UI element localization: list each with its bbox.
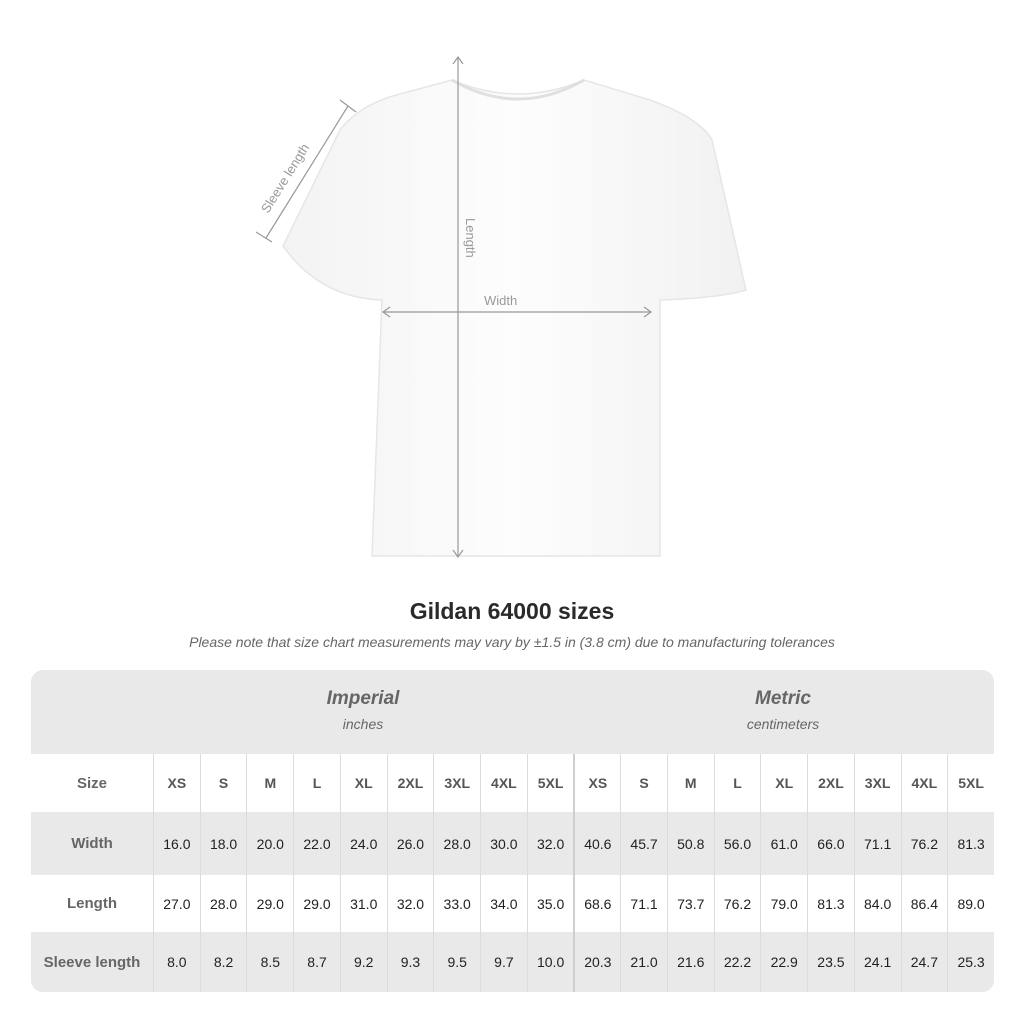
size-table: Imperial inches Metric centimeters Size X… <box>31 670 994 992</box>
imperial-size-m: M <box>246 754 293 812</box>
imperial-value-cell: 8.2 <box>199 932 247 992</box>
imperial-value-cell: 18.0 <box>199 812 247 875</box>
row-label: Size <box>76 774 107 792</box>
metric-value-cell: 21.0 <box>620 932 667 992</box>
metric-size-m: M <box>666 754 714 812</box>
row-label: Width <box>71 835 113 852</box>
table-row: Sleeve length 8.0 8.2 8.5 8.7 9.2 9.3 9.5 9.7 10.… <box>31 932 994 992</box>
imperial-value-cell: 30.0 <box>480 812 527 875</box>
metric-value-cell: 24.1 <box>853 932 901 992</box>
metric-size-xl: XL <box>760 754 807 812</box>
metric-value-cell: 50.8 <box>666 812 714 875</box>
imperial-value-cell: 24.0 <box>339 812 387 875</box>
imperial-value-cell: 29.0 <box>246 875 293 932</box>
row-label: Sleeve length <box>43 953 141 971</box>
imperial-value-cell: 22.0 <box>293 812 340 875</box>
metric-value-cell: 21.6 <box>666 932 714 992</box>
metric-value-cell: 61.0 <box>760 812 807 875</box>
metric-value-cell: 56.0 <box>713 812 761 875</box>
imperial-value-cell: 28.0 <box>199 875 247 932</box>
tshirt-shape <box>282 79 747 557</box>
chart-title: Gildan 64000 sizes <box>409 598 615 624</box>
length-label: Length <box>463 218 478 258</box>
metric-value-cell: 86.4 <box>900 875 948 932</box>
imperial-size-3xl: 3XL <box>433 754 480 812</box>
metric-unit: centimeters <box>746 716 820 732</box>
imperial-size-2xl: 2XL <box>386 754 434 812</box>
imperial-value-cell: 35.0 <box>526 875 574 932</box>
metric-value-cell: 23.5 <box>807 932 854 992</box>
imperial-size-5xl: 5XL <box>526 754 574 812</box>
imperial-value-cell: 33.0 <box>433 875 480 932</box>
imperial-value-cell: 9.3 <box>386 932 434 992</box>
imperial-value-cell: 32.0 <box>386 875 434 932</box>
size-header-row: Size XS S M L XL 2XL 3XL 4XL 5XL XS S M L XL 2XL 3XL 4XL 5… <box>31 754 994 812</box>
imperial-value-cell: 8.5 <box>246 932 293 992</box>
metric-value-cell: 76.2 <box>900 812 948 875</box>
imperial-value-cell: 20.0 <box>246 812 293 875</box>
row-label: Length <box>67 895 117 912</box>
metric-value-cell: 81.3 <box>947 812 994 875</box>
metric-size-4xl: 4XL <box>900 754 948 812</box>
imperial-value-cell: 34.0 <box>480 875 527 932</box>
imperial-value-cell: 9.2 <box>339 932 387 992</box>
metric-value-cell: 89.0 <box>947 875 994 932</box>
imperial-size-l: L <box>293 754 340 812</box>
imperial-unit: inches <box>342 716 384 732</box>
metric-value-cell: 81.3 <box>807 875 854 932</box>
metric-size-s: S <box>620 754 667 812</box>
imperial-value-cell: 31.0 <box>339 875 387 932</box>
table-row: Width 16.0 18.0 20.0 22.0 24.0 26.0 28.0 30.0 32.… <box>31 812 994 875</box>
imperial-value-cell: 8.0 <box>153 932 200 992</box>
metric-value-cell: 79.0 <box>760 875 807 932</box>
imperial-value-cell: 27.0 <box>153 875 200 932</box>
metric-size-2xl: 2XL <box>807 754 854 812</box>
imperial-header: Imperial inches <box>153 670 573 754</box>
imperial-size-xs: XS <box>153 754 200 812</box>
width-label: Width <box>484 293 517 308</box>
metric-value-cell: 73.7 <box>666 875 714 932</box>
metric-value-cell: 68.6 <box>573 875 620 932</box>
metric-header: Metric centimeters <box>573 670 993 754</box>
imperial-value-cell: 8.7 <box>293 932 340 992</box>
imperial-size-4xl: 4XL <box>480 754 527 812</box>
metric-value-cell: 71.1 <box>853 812 901 875</box>
metric-value-cell: 71.1 <box>620 875 667 932</box>
metric-size-3xl: 3XL <box>853 754 901 812</box>
imperial-value-cell: 16.0 <box>153 812 200 875</box>
imperial-value-cell: 9.5 <box>433 932 480 992</box>
metric-value-cell: 22.9 <box>760 932 807 992</box>
imperial-value-cell: 32.0 <box>526 812 574 875</box>
imperial-title: Imperial <box>326 688 400 709</box>
metric-size-l: L <box>713 754 761 812</box>
imperial-value-cell: 26.0 <box>386 812 434 875</box>
metric-value-cell: 24.7 <box>900 932 948 992</box>
metric-title: Metric <box>755 688 811 709</box>
imperial-value-cell: 29.0 <box>293 875 340 932</box>
imperial-size-s: S <box>199 754 247 812</box>
metric-size-xs: XS <box>573 754 620 812</box>
metric-value-cell: 76.2 <box>713 875 761 932</box>
metric-value-cell: 66.0 <box>807 812 854 875</box>
imperial-value-cell: 10.0 <box>526 932 574 992</box>
measure-lines <box>255 55 653 559</box>
metric-value-cell: 22.2 <box>713 932 761 992</box>
tshirt-diagram: Sleeve length Length Width <box>255 55 747 559</box>
imperial-size-xl: XL <box>339 754 387 812</box>
metric-value-cell: 20.3 <box>573 932 620 992</box>
imperial-value-cell: 9.7 <box>480 932 527 992</box>
imperial-value-cell: 28.0 <box>433 812 480 875</box>
metric-value-cell: 84.0 <box>853 875 901 932</box>
tolerance-note: Please note that size chart measurements… <box>189 634 835 650</box>
metric-value-cell: 45.7 <box>620 812 667 875</box>
table-row: Length 27.0 28.0 29.0 29.0 31.0 32.0 33.0 34.0 35… <box>31 875 994 932</box>
metric-size-5xl: 5XL <box>947 754 994 812</box>
metric-value-cell: 25.3 <box>947 932 994 992</box>
metric-value-cell: 40.6 <box>573 812 620 875</box>
